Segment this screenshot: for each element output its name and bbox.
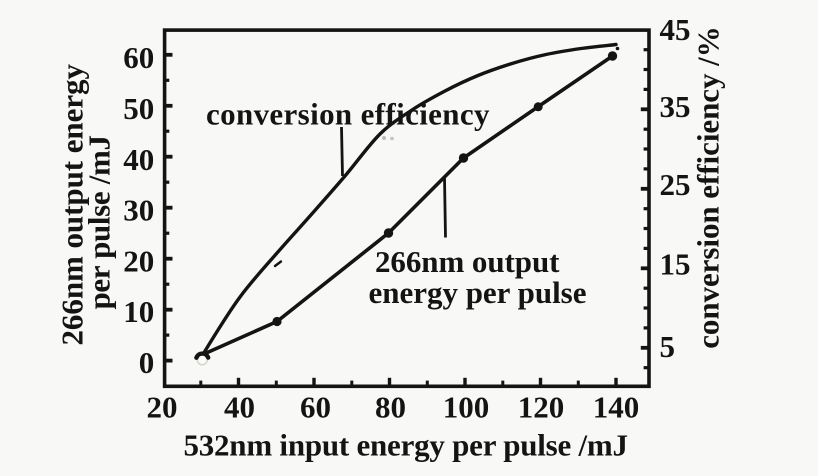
svg-text:conversion efficiency /%: conversion efficiency /% bbox=[691, 26, 726, 349]
svg-text:10: 10 bbox=[123, 294, 154, 329]
svg-text:140: 140 bbox=[593, 390, 640, 425]
svg-text:25: 25 bbox=[660, 167, 691, 202]
svg-text:100: 100 bbox=[443, 390, 490, 425]
svg-text:40: 40 bbox=[224, 390, 255, 425]
svg-text:5: 5 bbox=[660, 329, 676, 364]
svg-text:40: 40 bbox=[123, 142, 154, 177]
svg-text:35: 35 bbox=[660, 89, 691, 124]
svg-text:80: 80 bbox=[375, 390, 406, 425]
svg-text:266nm output energy: 266nm output energy bbox=[55, 64, 90, 346]
svg-text:per pulse /mJ: per pulse /mJ bbox=[82, 135, 117, 310]
svg-text:0: 0 bbox=[139, 345, 155, 380]
svg-text:266nm output: 266nm output bbox=[375, 244, 560, 279]
svg-text:60: 60 bbox=[123, 40, 154, 75]
svg-text:30: 30 bbox=[123, 193, 154, 228]
svg-text:15: 15 bbox=[660, 247, 691, 282]
svg-text:532nm input energy per pulse /: 532nm input energy per pulse /mJ bbox=[184, 428, 629, 463]
svg-text:45: 45 bbox=[660, 12, 691, 47]
svg-text:120: 120 bbox=[518, 390, 565, 425]
svg-text:60: 60 bbox=[300, 390, 331, 425]
svg-text:conversion efficiency: conversion efficiency bbox=[206, 96, 490, 131]
svg-text:20: 20 bbox=[123, 243, 154, 278]
svg-text:energy per pulse: energy per pulse bbox=[369, 275, 587, 310]
svg-text:20: 20 bbox=[147, 390, 178, 425]
svg-text:50: 50 bbox=[123, 91, 154, 126]
